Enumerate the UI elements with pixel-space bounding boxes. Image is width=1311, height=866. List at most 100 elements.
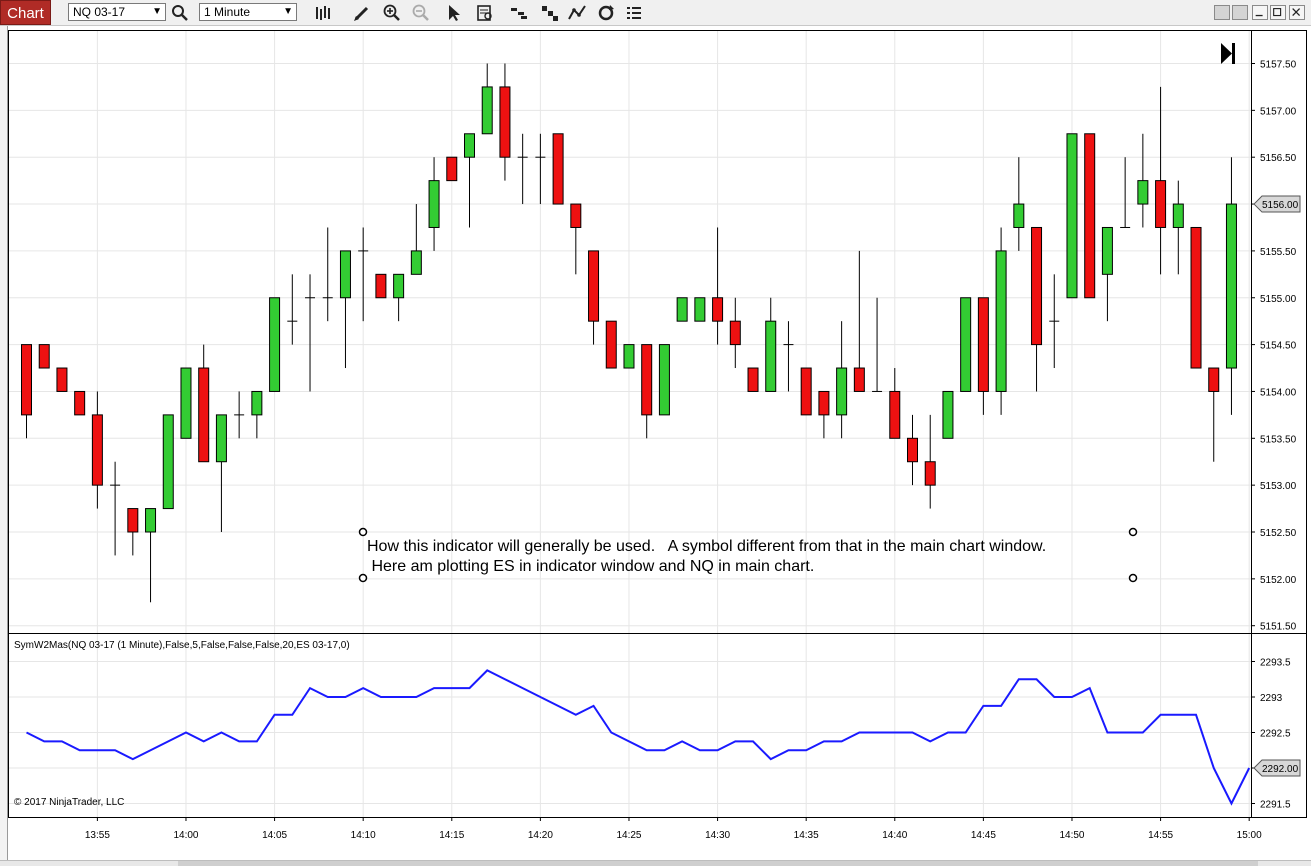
close-button[interactable]	[1289, 5, 1305, 20]
indicator-axis-label: 2293	[1260, 693, 1283, 704]
annotation-handle[interactable]	[358, 573, 368, 583]
price-axis-label: 5153.00	[1260, 481, 1297, 492]
candle-down	[712, 297, 724, 322]
time-axis-label: 13:55	[85, 830, 110, 841]
copyright-text: © 2017 NinjaTrader, LLC	[14, 797, 125, 808]
annotation-line-2: Here am plotting ES in indicator window …	[367, 558, 815, 575]
price-axis-label: 5154.50	[1260, 341, 1297, 352]
candle-up	[1225, 203, 1237, 369]
indicator-axis-label: 2293.5	[1260, 658, 1291, 669]
candle-down	[1155, 180, 1167, 228]
candle-down	[74, 390, 86, 416]
price-axis-label: 5155.50	[1260, 247, 1297, 258]
current-price-flag-shape	[1253, 195, 1301, 213]
pointer-icon[interactable]	[444, 3, 464, 23]
candle-up	[269, 297, 281, 392]
scrollbar-thumb[interactable]	[178, 861, 1258, 866]
candle-down	[729, 320, 741, 346]
data-box-icon[interactable]	[475, 3, 495, 23]
candle-up	[1101, 226, 1113, 275]
strategies-icon[interactable]	[509, 3, 529, 23]
time-axis-label: 14:10	[351, 830, 376, 841]
price-axis-label: 5152.50	[1260, 528, 1297, 539]
maximize-button[interactable]	[1270, 5, 1286, 20]
annotation-handle[interactable]	[1128, 527, 1138, 537]
chevron-down-icon: ▼	[152, 6, 162, 17]
candle-down	[446, 156, 458, 182]
candle-down	[588, 250, 600, 322]
current-indicator-flag-text: 2292.00	[1262, 764, 1299, 775]
candle-up	[694, 297, 706, 322]
pencil-icon[interactable]	[352, 3, 372, 23]
chart-tab[interactable]: Chart	[0, 0, 51, 25]
candle-up	[836, 367, 848, 416]
candle-down	[1031, 226, 1043, 346]
candle-down	[56, 367, 68, 392]
instrument-selector[interactable]: NQ 03-17 ▼	[68, 3, 166, 21]
bar-style-icon[interactable]	[313, 3, 333, 23]
candle-down	[91, 414, 103, 486]
candle-up	[180, 367, 192, 439]
zoom-out-icon[interactable]	[411, 3, 431, 23]
candle-down	[499, 86, 511, 158]
tile-button[interactable]	[1214, 5, 1230, 20]
scroll-to-end-icon[interactable]	[1221, 43, 1235, 64]
current-indicator-flag-shape	[1253, 759, 1301, 777]
drawing-tools-icon[interactable]	[567, 3, 587, 23]
indicator-label: SymW2Mas(NQ 03-17 (1 Minute),False,5,Fal…	[14, 640, 350, 651]
candle-down	[552, 133, 564, 205]
candle-up	[995, 250, 1007, 392]
time-axis-label: 14:45	[971, 830, 996, 841]
chevron-down-icon: ▼	[283, 6, 293, 17]
candle-down	[800, 367, 812, 416]
annotation-handle[interactable]	[358, 527, 368, 537]
search-icon[interactable]	[170, 3, 190, 23]
chart-toolbar: Chart NQ 03-17 ▼ 1 Minute ▼	[0, 0, 1311, 26]
properties-icon[interactable]	[624, 3, 644, 23]
refresh-icon[interactable]	[596, 3, 616, 23]
price-axis-label: 5156.50	[1260, 153, 1297, 164]
price-axis-label: 5152.00	[1260, 575, 1297, 586]
minimize-button[interactable]	[1252, 5, 1268, 20]
time-axis-label: 14:15	[439, 830, 464, 841]
indicators-icon[interactable]	[540, 3, 560, 23]
candle-up	[765, 320, 777, 392]
candle-up	[464, 133, 475, 158]
time-axis-label: 14:00	[173, 830, 198, 841]
price-axis-label: 5153.50	[1260, 434, 1297, 445]
tile-alt-button[interactable]	[1232, 5, 1248, 20]
interval-selector[interactable]: 1 Minute ▼	[199, 3, 297, 21]
candle-down	[127, 508, 139, 533]
time-axis-label: 14:50	[1059, 830, 1084, 841]
candle-up	[960, 297, 972, 392]
time-axis-label: 14:25	[616, 830, 641, 841]
candle-down	[747, 367, 759, 392]
text-annotation[interactable]: How this indicator will generally be use…	[367, 537, 1147, 577]
candle-down	[605, 320, 617, 369]
time-axis-label: 14:55	[1148, 830, 1173, 841]
current-price-flag-text: 5156.00	[1262, 200, 1299, 211]
candle-up	[428, 180, 440, 228]
candle-down	[1084, 133, 1096, 299]
candle-down	[375, 273, 387, 299]
candle-up	[1137, 180, 1149, 205]
candle-up	[393, 273, 405, 299]
candle-down	[853, 367, 865, 392]
price-axis-label: 5151.50	[1260, 622, 1297, 633]
time-axis-label: 15:00	[1237, 830, 1262, 841]
candle-down	[889, 390, 901, 439]
time-axis-label: 14:30	[705, 830, 730, 841]
zoom-in-icon[interactable]	[382, 3, 402, 23]
candle-down	[907, 437, 918, 463]
indicator-line	[26, 669, 1251, 806]
annotation-handle[interactable]	[1128, 573, 1138, 583]
candle-up	[1172, 203, 1184, 228]
horizontal-scrollbar[interactable]	[0, 860, 1311, 866]
instrument-value: NQ 03-17	[73, 5, 126, 19]
candle-down	[570, 203, 582, 228]
candle-up	[658, 344, 670, 416]
candle-down	[1208, 367, 1220, 392]
candle-up	[251, 390, 263, 416]
